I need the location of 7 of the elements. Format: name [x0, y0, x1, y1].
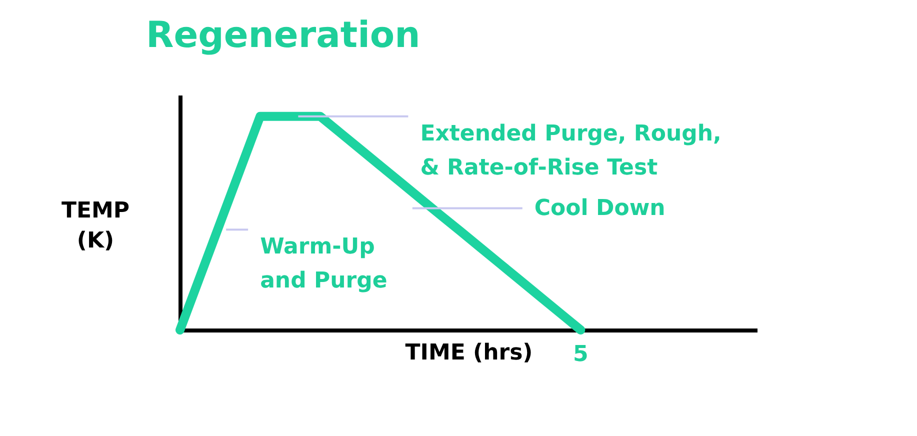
annotation: Extended Purge, Rough, & Rate-of-Rise Test — [420, 121, 722, 180]
text: 5 — [573, 342, 588, 367]
annotation: Warm-Up and Purge — [260, 234, 388, 294]
chart-title: Regeneration — [146, 15, 420, 56]
annotation: Cool Down — [534, 196, 666, 222]
x-axis-title: TIME (hrs) — [405, 340, 533, 366]
y-axis-title: TEMP (K) — [61, 198, 130, 254]
